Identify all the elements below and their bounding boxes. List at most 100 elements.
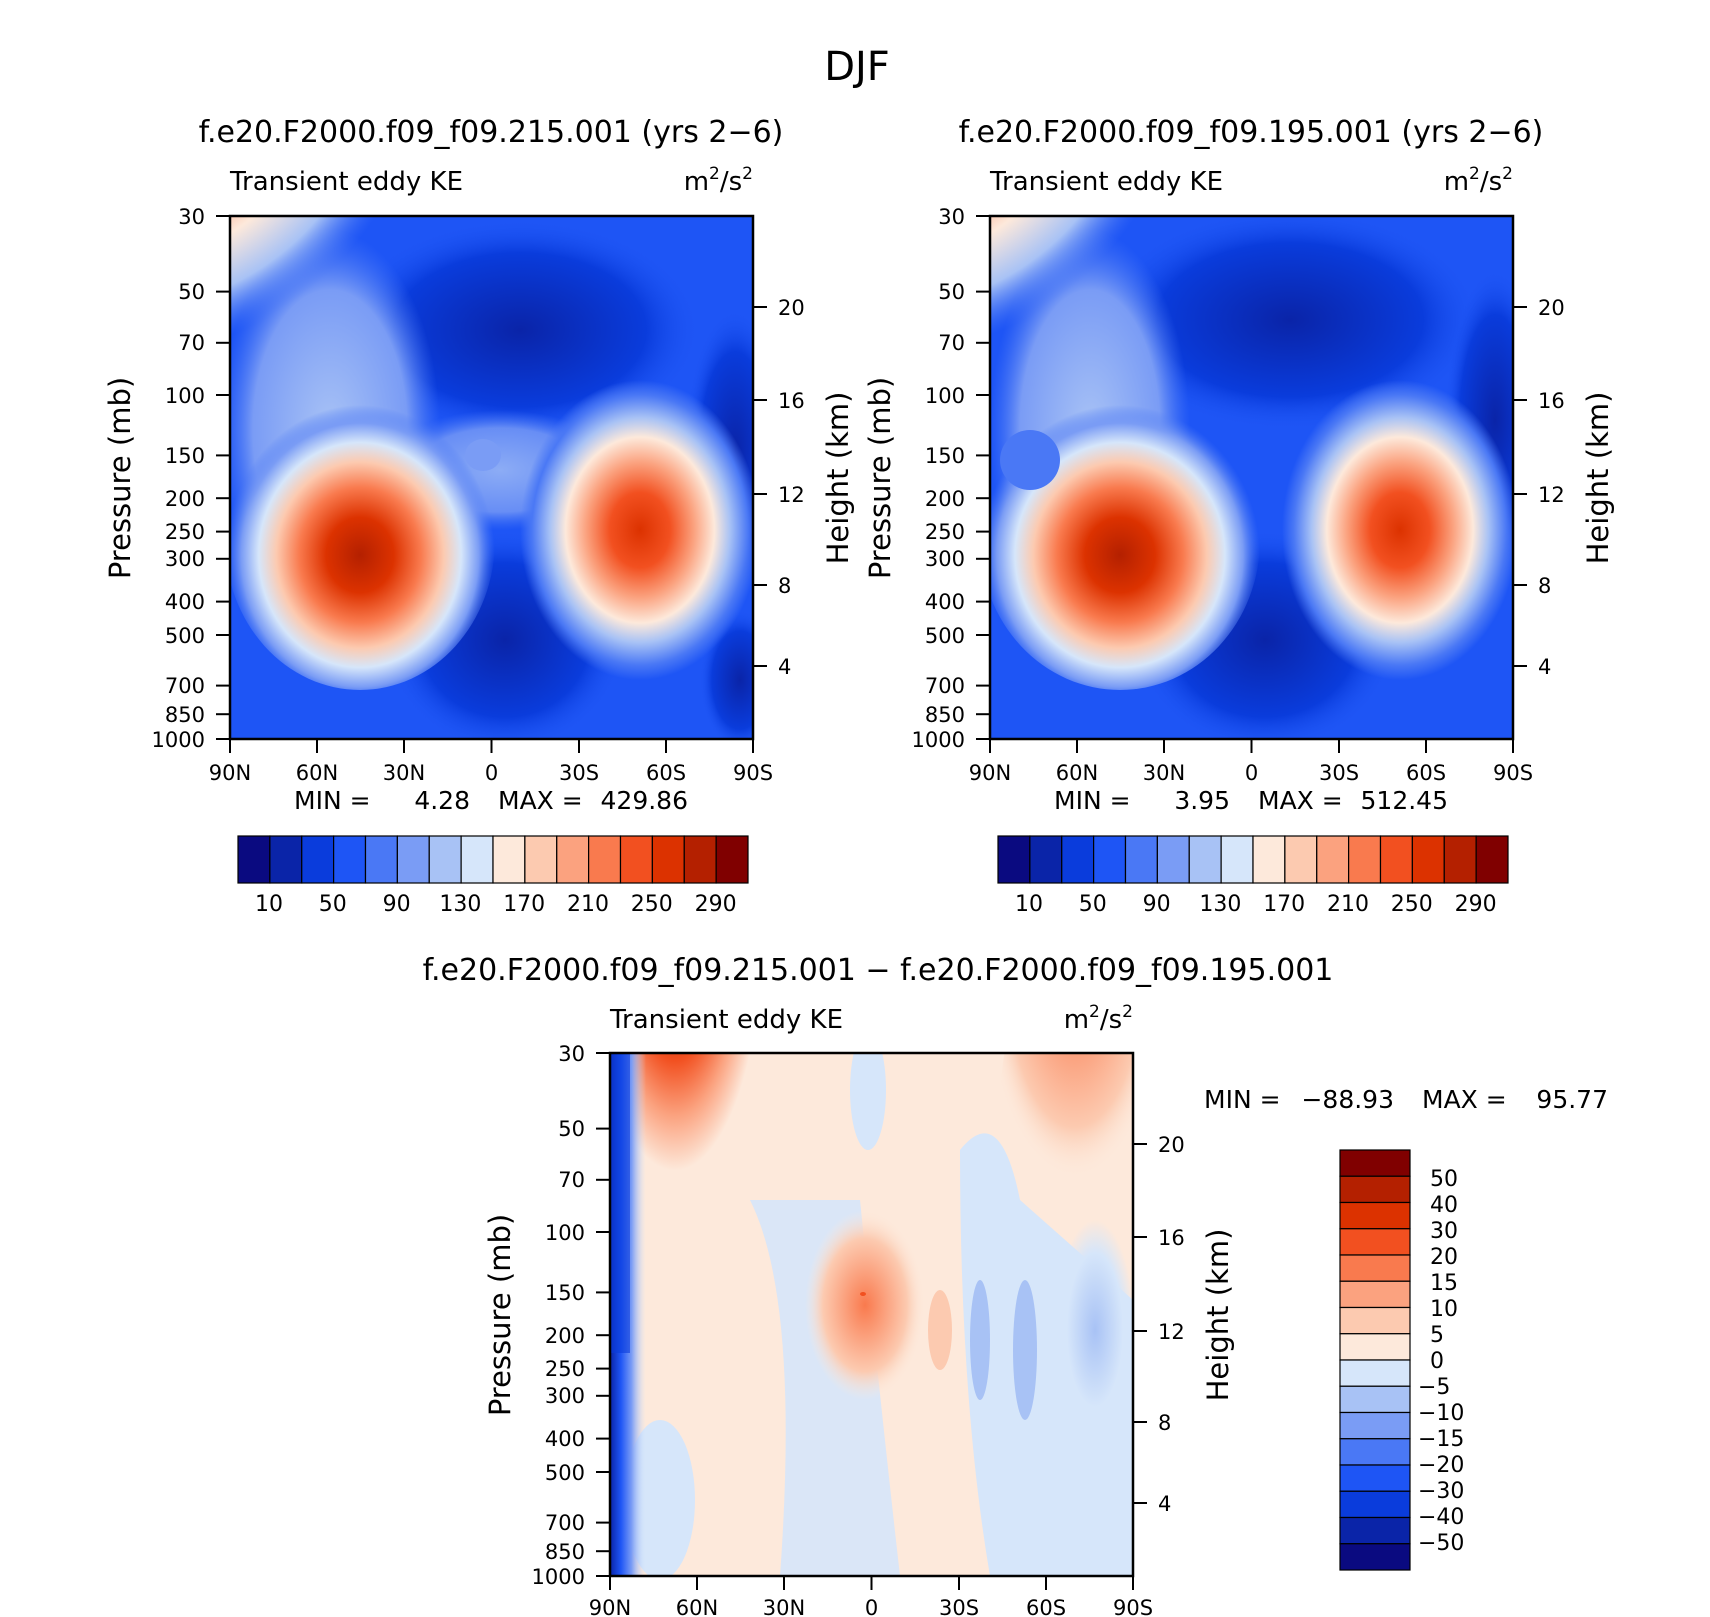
colorbar-label: 50 <box>1430 1167 1458 1192</box>
panel-3-ylabel-right: Height (km) <box>1201 1229 1235 1402</box>
y-tick-label: 700 <box>545 1511 585 1535</box>
y-tick-label: 850 <box>925 703 965 727</box>
colorbar-swatch <box>556 835 590 884</box>
colorbar-swatch <box>1339 1464 1411 1492</box>
height-tick-label: 20 <box>1158 1133 1185 1157</box>
colorbar-swatch <box>269 835 303 884</box>
colorbar-swatch <box>1252 835 1286 884</box>
panel-3-right-axis: 20 16 12 8 4 Height (km) <box>1133 1133 1235 1516</box>
colorbar-label: 290 <box>1455 892 1497 917</box>
height-tick-label: 8 <box>1538 574 1551 598</box>
colorbar-swatch <box>1475 835 1509 884</box>
panel-2-y-axis: 30 50 70 100 150 200 250 300 400 500 700… <box>863 205 990 752</box>
height-tick-label: 20 <box>778 296 805 320</box>
y-tick-label: 30 <box>938 205 965 229</box>
x-tick-label: 60N <box>296 761 338 785</box>
colorbar-swatch <box>524 835 558 884</box>
panel-1-ylabel: Pressure (mb) <box>103 377 137 579</box>
min-label: MIN = <box>1054 786 1131 815</box>
y-tick-label: 850 <box>545 1540 585 1564</box>
colorbar-swatch <box>1339 1543 1411 1571</box>
x-tick-label: 30N <box>383 761 425 785</box>
y-tick-label: 500 <box>165 624 205 648</box>
colorbar-swatch <box>1339 1359 1411 1387</box>
panel-2-ylabel: Pressure (mb) <box>863 377 897 579</box>
colorbar-swatch <box>1339 1254 1411 1282</box>
colorbar-label: 50 <box>1079 892 1107 917</box>
colorbar-swatch <box>492 835 526 884</box>
colorbar-swatch <box>1339 1516 1411 1545</box>
height-tick-label: 12 <box>1538 483 1565 507</box>
colorbar-swatch <box>1443 835 1477 884</box>
panel-1-units: m2/s2 <box>684 164 753 197</box>
panel-1-minmax: MIN = 4.28 MAX = 429.86 <box>294 786 688 815</box>
panel-3-units: m2/s2 <box>1064 1002 1133 1035</box>
colorbar-swatch <box>1029 835 1063 884</box>
x-tick-label: 90S <box>1113 1596 1153 1617</box>
panel-3-y-axis: 30 50 70 100 150 200 250 300 400 500 700… <box>483 1042 610 1589</box>
colorbar-label: 10 <box>255 892 283 917</box>
panel-1-x-axis: 90N 60N 30N 0 30S 60S 90S <box>209 739 773 785</box>
min-value: 4.28 <box>414 786 470 815</box>
y-tick-label: 250 <box>925 520 965 544</box>
panel-1-ylabel-right: Height (km) <box>821 392 855 565</box>
colorbar-swatch <box>715 835 749 884</box>
height-tick-label: 16 <box>1158 1226 1185 1250</box>
panel-2-ylabel-right: Height (km) <box>1581 392 1615 565</box>
y-tick-label: 200 <box>165 487 205 511</box>
panel-2-title: f.e20.F2000.f09_f09.195.001 (yrs 2−6) <box>959 115 1544 150</box>
colorbar-swatch <box>1188 835 1222 884</box>
colorbar-swatch <box>1339 1411 1411 1440</box>
colorbar-swatch <box>1124 835 1158 884</box>
y-tick-label: 70 <box>558 1168 585 1192</box>
colorbar-label: −50 <box>1418 1531 1464 1556</box>
colorbar-swatch <box>301 835 335 884</box>
panel-1-colorbar <box>237 835 749 884</box>
y-tick-label: 300 <box>545 1384 585 1408</box>
height-tick-label: 16 <box>1538 389 1565 413</box>
panel-3-minmax: MIN = −88.93 MAX = 95.77 <box>1204 1085 1608 1114</box>
panel-2-minmax: MIN = 3.95 MAX = 512.45 <box>1054 786 1448 815</box>
x-tick-label: 90N <box>969 761 1011 785</box>
colorbar-label: 15 <box>1430 1271 1458 1296</box>
panel-1-heatmap <box>230 216 753 739</box>
colorbar-swatch <box>428 835 462 884</box>
colorbar-label: 130 <box>1199 892 1241 917</box>
max-value: 429.86 <box>601 786 688 815</box>
colorbar-swatch <box>1339 1306 1411 1335</box>
colorbar-label: −15 <box>1418 1427 1464 1452</box>
x-tick-label: 60N <box>1056 761 1098 785</box>
colorbar-label: 90 <box>383 892 411 917</box>
colorbar-swatch <box>460 835 494 884</box>
colorbar-swatch <box>1339 1385 1411 1414</box>
colorbar-label: 10 <box>1015 892 1043 917</box>
colorbar-label: 250 <box>1391 892 1433 917</box>
colorbar-swatch <box>1284 835 1318 884</box>
height-tick-label: 12 <box>1158 1320 1185 1344</box>
y-tick-label: 100 <box>925 384 965 408</box>
y-tick-label: 1000 <box>152 728 205 752</box>
y-tick-label: 300 <box>925 547 965 571</box>
y-tick-label: 70 <box>938 331 965 355</box>
y-tick-label: 200 <box>545 1324 585 1348</box>
x-tick-label: 0 <box>485 761 498 785</box>
x-tick-label: 90S <box>733 761 773 785</box>
y-tick-label: 400 <box>925 590 965 614</box>
colorbar-label: −20 <box>1418 1453 1464 1478</box>
colorbar-swatch <box>683 835 717 884</box>
max-label: MAX = <box>1258 786 1343 815</box>
height-tick-label: 4 <box>778 655 791 679</box>
colorbar-swatch <box>1156 835 1190 884</box>
y-tick-label: 150 <box>925 444 965 468</box>
max-label: MAX = <box>498 786 583 815</box>
y-tick-label: 700 <box>165 674 205 698</box>
colorbar-swatch <box>997 835 1031 884</box>
colorbar-swatch <box>1379 835 1413 884</box>
colorbar-label: 5 <box>1430 1323 1444 1348</box>
height-tick-label: 4 <box>1158 1492 1171 1516</box>
panel-3-heatmap <box>610 1053 1133 1576</box>
y-tick-label: 500 <box>925 624 965 648</box>
colorbar-swatch <box>333 835 367 884</box>
colorbar-swatch <box>588 835 622 884</box>
x-tick-label: 90N <box>209 761 251 785</box>
